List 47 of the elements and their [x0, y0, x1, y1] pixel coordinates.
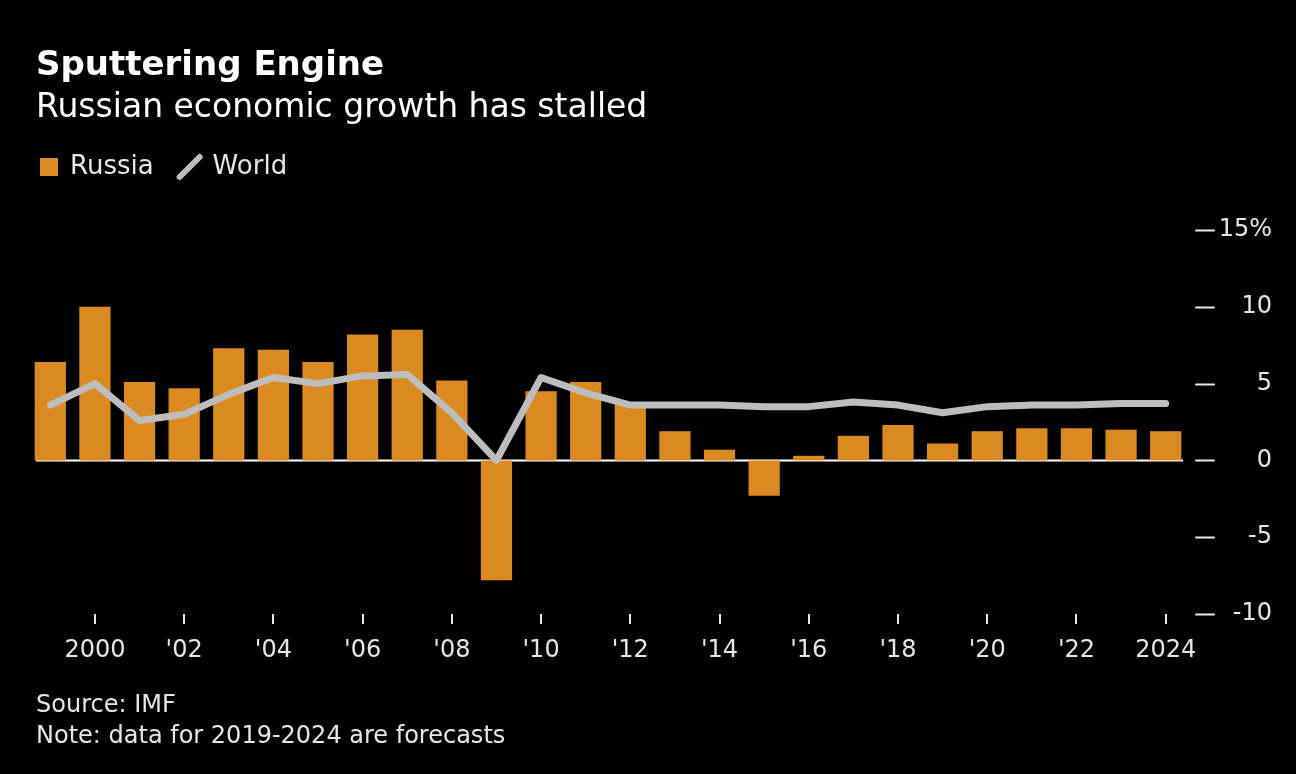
x-tick-label: '08	[433, 634, 471, 663]
bar	[570, 382, 602, 461]
x-tick-label: 2024	[1135, 634, 1197, 663]
bar	[837, 435, 869, 461]
x-tick-label: 2000	[64, 634, 126, 663]
bar	[1105, 429, 1137, 461]
bar	[34, 362, 66, 461]
y-tick-label: 15%	[1218, 214, 1272, 243]
bar	[1016, 428, 1048, 461]
chart-title: Sputtering Engine	[36, 43, 385, 83]
x-tick-label: '06	[344, 634, 382, 663]
x-tick-label: '14	[700, 634, 739, 663]
bar	[391, 329, 423, 461]
x-tick-label: '12	[611, 634, 649, 663]
y-tick-label: 10	[1241, 291, 1272, 320]
bar	[703, 449, 736, 461]
bar	[302, 362, 334, 461]
y-tick-label: -5	[1248, 521, 1272, 550]
y-tick-label: -10	[1232, 598, 1272, 627]
bar	[882, 425, 914, 461]
legend-label: World	[212, 149, 288, 180]
x-tick-label: '02	[165, 634, 203, 663]
bar	[347, 334, 379, 461]
legend-label: Russia	[70, 149, 154, 180]
x-tick-label: '16	[790, 634, 828, 663]
bar	[1060, 428, 1093, 461]
x-tick-label: '18	[879, 634, 917, 663]
bar	[971, 431, 1003, 461]
source-note: Source: IMF	[36, 690, 176, 719]
y-tick-label: 0	[1256, 444, 1272, 473]
x-tick-label: '20	[968, 634, 1006, 663]
bar	[748, 460, 780, 496]
bar	[927, 443, 959, 461]
chart-subtitle: Russian economic growth has stalled	[36, 86, 648, 125]
bar	[213, 348, 245, 461]
bar	[257, 349, 289, 461]
x-tick-label: '04	[254, 634, 292, 663]
bar	[614, 403, 646, 461]
y-tick-label: 5	[1256, 367, 1272, 396]
bar	[1150, 431, 1182, 461]
bar	[480, 460, 513, 581]
x-tick-label: '10	[522, 634, 560, 663]
bar	[525, 391, 557, 461]
x-tick-label: '22	[1057, 634, 1096, 663]
bar	[79, 306, 111, 461]
text: Note: data for 2019-2024 are forecasts	[36, 721, 506, 750]
bar	[659, 431, 691, 461]
